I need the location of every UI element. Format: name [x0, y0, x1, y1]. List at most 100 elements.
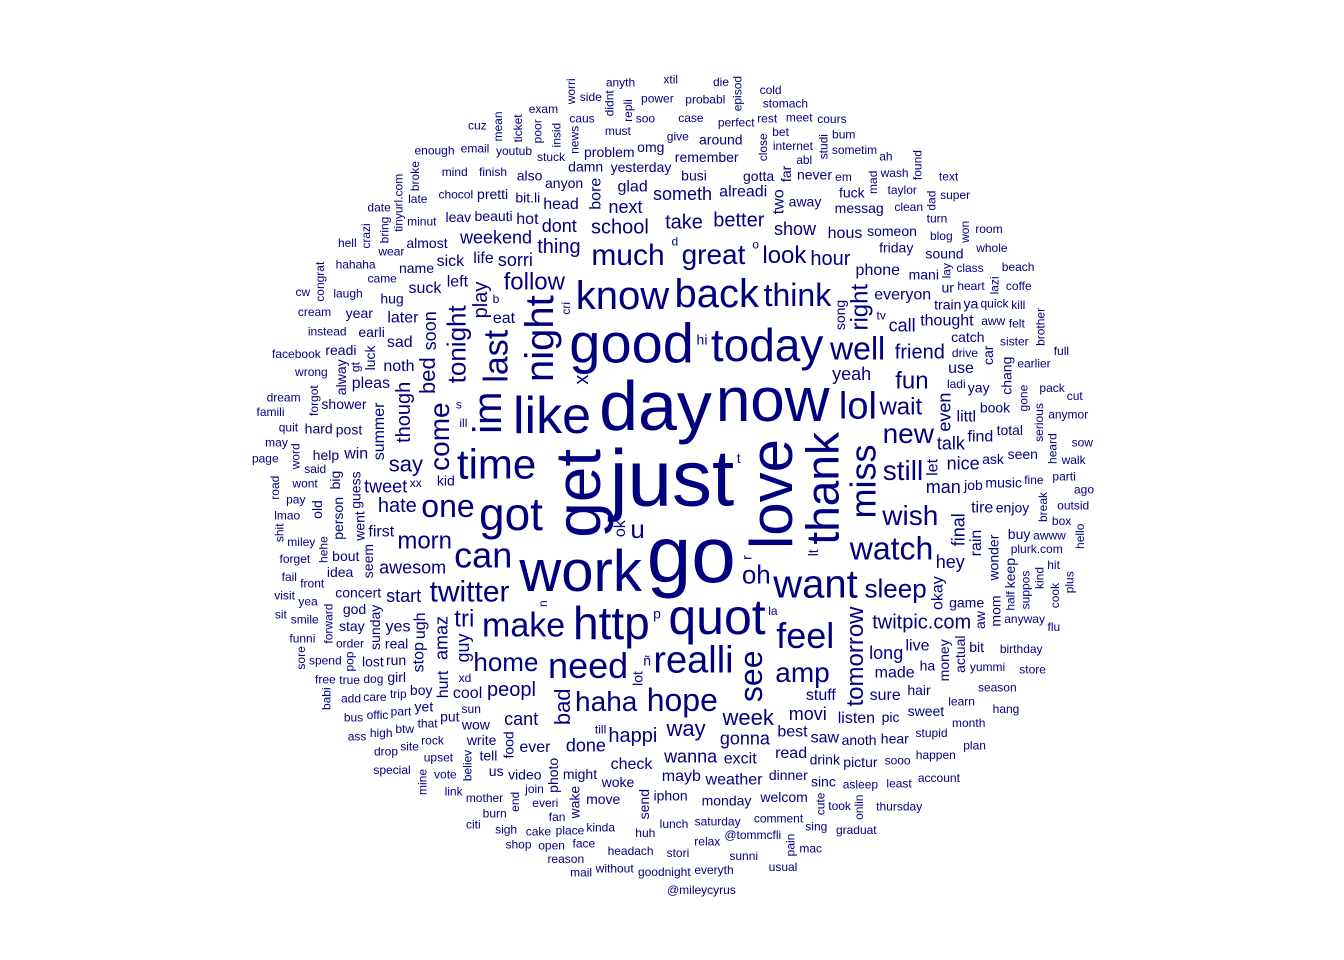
word-email: email [461, 142, 490, 156]
word-bit-li: bit.li [515, 190, 540, 206]
word-say: say [389, 451, 423, 476]
word-kill: kill [1011, 298, 1025, 312]
word-plan: plan [963, 739, 986, 753]
word-want: want [772, 562, 858, 606]
word-realli: realli [653, 640, 733, 682]
word-open: open [538, 839, 565, 853]
word-aww: aww [981, 314, 1005, 328]
word-seem: seem [360, 544, 376, 578]
word-home: home [473, 647, 538, 677]
word-birthday: birthday [1000, 642, 1043, 656]
word-road: road [268, 476, 282, 500]
word-leav: leav [445, 209, 471, 225]
word-half: half [1004, 591, 1018, 611]
word--tommcfli: @tommcfli [724, 828, 781, 842]
word-bring: bring [378, 217, 392, 244]
word-mean: mean [491, 111, 505, 141]
word-play: play [470, 282, 492, 319]
word-time: time [457, 440, 536, 487]
word-happi: happi [608, 725, 657, 747]
word-anymor: anymor [1048, 407, 1088, 421]
word-goodnight: goodnight [638, 865, 691, 879]
word-hope: hope [647, 682, 718, 718]
word-cook: cook [1048, 582, 1062, 608]
word-photo: photo [545, 758, 561, 793]
word-offic: offic [367, 708, 389, 722]
word-excit: excit [724, 751, 757, 768]
word-sunni: sunni [729, 849, 758, 863]
word-saw: saw [811, 729, 840, 746]
word-special: special [373, 763, 410, 777]
word-said: said [304, 462, 326, 476]
word-yes: yes [386, 619, 411, 636]
word-store: store [1019, 662, 1046, 676]
word-anoth: anoth [842, 732, 877, 748]
word-im: im [466, 391, 510, 433]
word-lost: lost [362, 653, 384, 669]
word-life: life [473, 250, 494, 267]
word-money: money [936, 639, 952, 681]
word-nice: nice [947, 454, 980, 474]
word-song: song [832, 300, 848, 330]
word-ask: ask [982, 451, 1005, 467]
word-awesom: awesom [379, 557, 446, 577]
word-hey: hey [936, 552, 965, 572]
word-smile: smile [291, 613, 319, 627]
word-gt: gt [349, 361, 363, 372]
word-sunday: sunday [367, 605, 383, 650]
word-still: still [883, 455, 923, 486]
word-facebook: facebook [272, 347, 322, 361]
word-exam: exam [529, 102, 558, 116]
word-friday: friday [879, 239, 913, 255]
word-lazi: lazi [988, 276, 1002, 294]
word-ya: ya [964, 295, 979, 311]
word-quick: quick [980, 297, 1009, 311]
word-anyth: anyth [606, 76, 635, 90]
word-make: make [482, 607, 565, 645]
word-comment: comment [754, 812, 804, 826]
word-sound: sound [925, 245, 963, 261]
word-till: till [595, 723, 606, 737]
word-site: site [400, 740, 419, 754]
word-move: move [586, 791, 620, 807]
word-xx: xx [410, 476, 422, 490]
word-ah: ah [879, 149, 892, 163]
word-news: news [568, 126, 582, 154]
word-glad: glad [617, 178, 647, 195]
word-fuck: fuck [839, 185, 866, 201]
word-add: add [341, 691, 361, 705]
word-concert: concert [335, 585, 381, 601]
word-might: might [563, 766, 597, 782]
word-better: better [713, 209, 764, 231]
word-class: class [956, 261, 983, 275]
word-stupid: stupid [915, 726, 947, 740]
word-cri: cri [559, 302, 573, 315]
word-yay: yay [968, 379, 990, 395]
word-may: may [265, 436, 288, 450]
word-burn: burn [483, 807, 507, 821]
word-shower: shower [321, 396, 366, 412]
word-enjoy: enjoy [996, 500, 1029, 516]
word-ago: ago [1074, 483, 1094, 497]
word-must: must [605, 124, 632, 138]
word-left: left [447, 273, 469, 290]
word-back: back [675, 272, 760, 316]
word-chocol: chocol [438, 188, 473, 202]
word-hahaha: hahaha [336, 258, 376, 272]
word-friend: friend [895, 342, 945, 364]
word-wait: wait [878, 393, 922, 420]
word-reason: reason [547, 852, 584, 866]
word-took: took [828, 799, 852, 813]
word-d: d [671, 235, 678, 249]
word-pop: pop [342, 651, 356, 671]
word-text: text [939, 170, 959, 184]
word-saturday: saturday [695, 814, 741, 828]
word-get: get [542, 449, 614, 538]
word-school: school [591, 217, 649, 239]
word-u: u [630, 514, 644, 544]
word-rain: rain [968, 530, 985, 557]
word-first: first [368, 524, 394, 541]
word-talk: talk [937, 434, 966, 454]
word-plus: plus [1063, 571, 1077, 593]
word-weather: weather [705, 772, 764, 789]
